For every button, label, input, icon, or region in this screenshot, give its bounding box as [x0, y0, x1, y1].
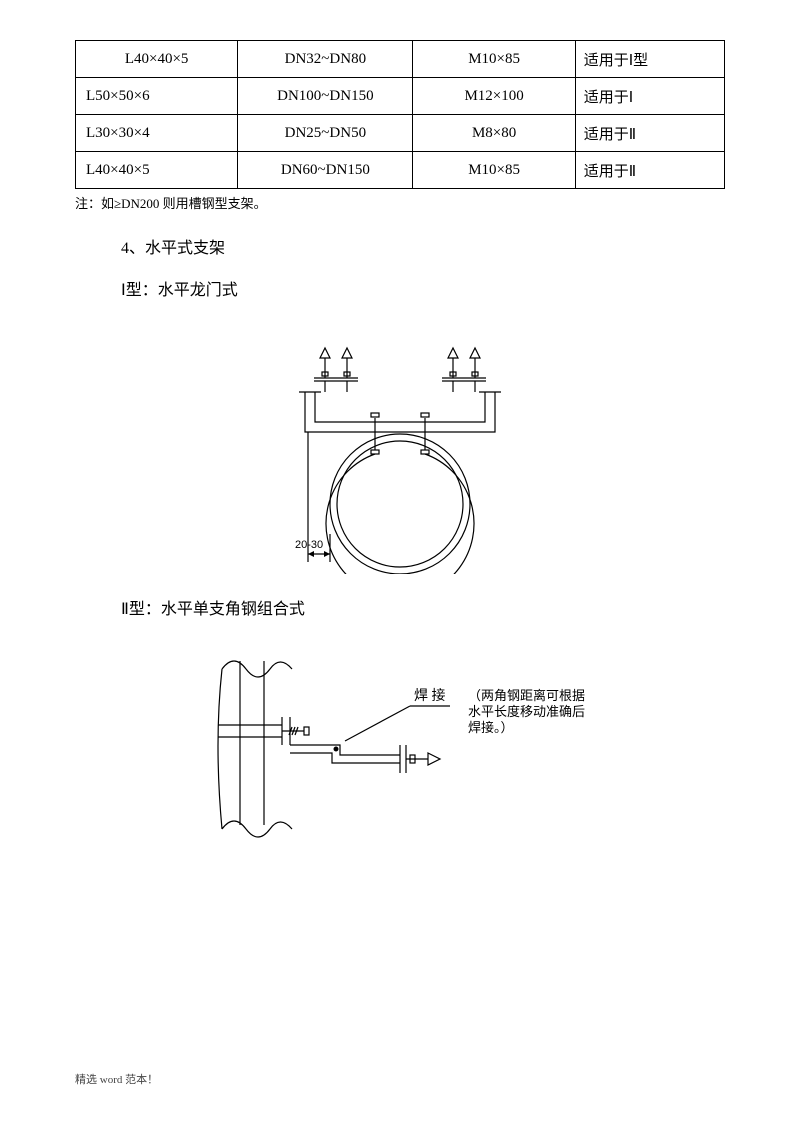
- figure-type2-svg: 焊 接 （两角钢距离可根据水平长度移动准确后焊接。）: [145, 633, 585, 853]
- type1-heading: Ⅰ型：水平龙门式: [121, 276, 725, 300]
- table-cell: M8×80: [413, 115, 575, 152]
- table-cell: DN25~DN50: [238, 115, 413, 152]
- table-cell: DN32~DN80: [238, 41, 413, 78]
- figure-type1-svg: 20-30: [250, 314, 550, 574]
- svg-text:焊接。）: 焊接。）: [468, 720, 514, 735]
- table-cell: L40×40×5: [76, 152, 238, 189]
- table-note: 注：如≥DN200 则用槽钢型支架。: [75, 193, 725, 212]
- table-cell: DN100~DN150: [238, 78, 413, 115]
- table-cell: M12×100: [413, 78, 575, 115]
- svg-text:水平长度移动准确后: 水平长度移动准确后: [468, 704, 585, 719]
- table-cell: M10×85: [413, 152, 575, 189]
- table-cell: DN60~DN150: [238, 152, 413, 189]
- table-cell: L30×30×4: [76, 115, 238, 152]
- svg-text:焊 接: 焊 接: [414, 687, 446, 704]
- table-cell: 适用于Ⅰ: [575, 78, 724, 115]
- figure-type1: 20-30: [75, 314, 725, 579]
- table-cell: 适用于Ⅰ型: [575, 41, 724, 78]
- table-row: L50×50×6DN100~DN150M12×100适用于Ⅰ: [76, 78, 725, 115]
- table-cell: 适用于Ⅱ: [575, 152, 724, 189]
- type2-heading: Ⅱ型：水平单支角钢组合式: [121, 595, 725, 619]
- table-row: L30×30×4DN25~DN50M8×80适用于Ⅱ: [76, 115, 725, 152]
- table-cell: L40×40×5: [76, 41, 238, 78]
- table-cell: M10×85: [413, 41, 575, 78]
- heading-4: 4、水平式支架: [121, 234, 725, 258]
- svg-text:20-30: 20-30: [295, 539, 323, 551]
- svg-text:（两角钢距离可根据: （两角钢距离可根据: [468, 688, 585, 703]
- footer-text: 精选 word 范本！: [75, 1071, 158, 1087]
- table-cell: 适用于Ⅱ: [575, 115, 724, 152]
- table-row: L40×40×5DN32~DN80M10×85适用于Ⅰ型: [76, 41, 725, 78]
- figure-type2: 焊 接 （两角钢距离可根据水平长度移动准确后焊接。）: [145, 633, 725, 858]
- table-cell: L50×50×6: [76, 78, 238, 115]
- spec-table: L40×40×5DN32~DN80M10×85适用于Ⅰ型L50×50×6DN10…: [75, 40, 725, 189]
- table-row: L40×40×5DN60~DN150M10×85适用于Ⅱ: [76, 152, 725, 189]
